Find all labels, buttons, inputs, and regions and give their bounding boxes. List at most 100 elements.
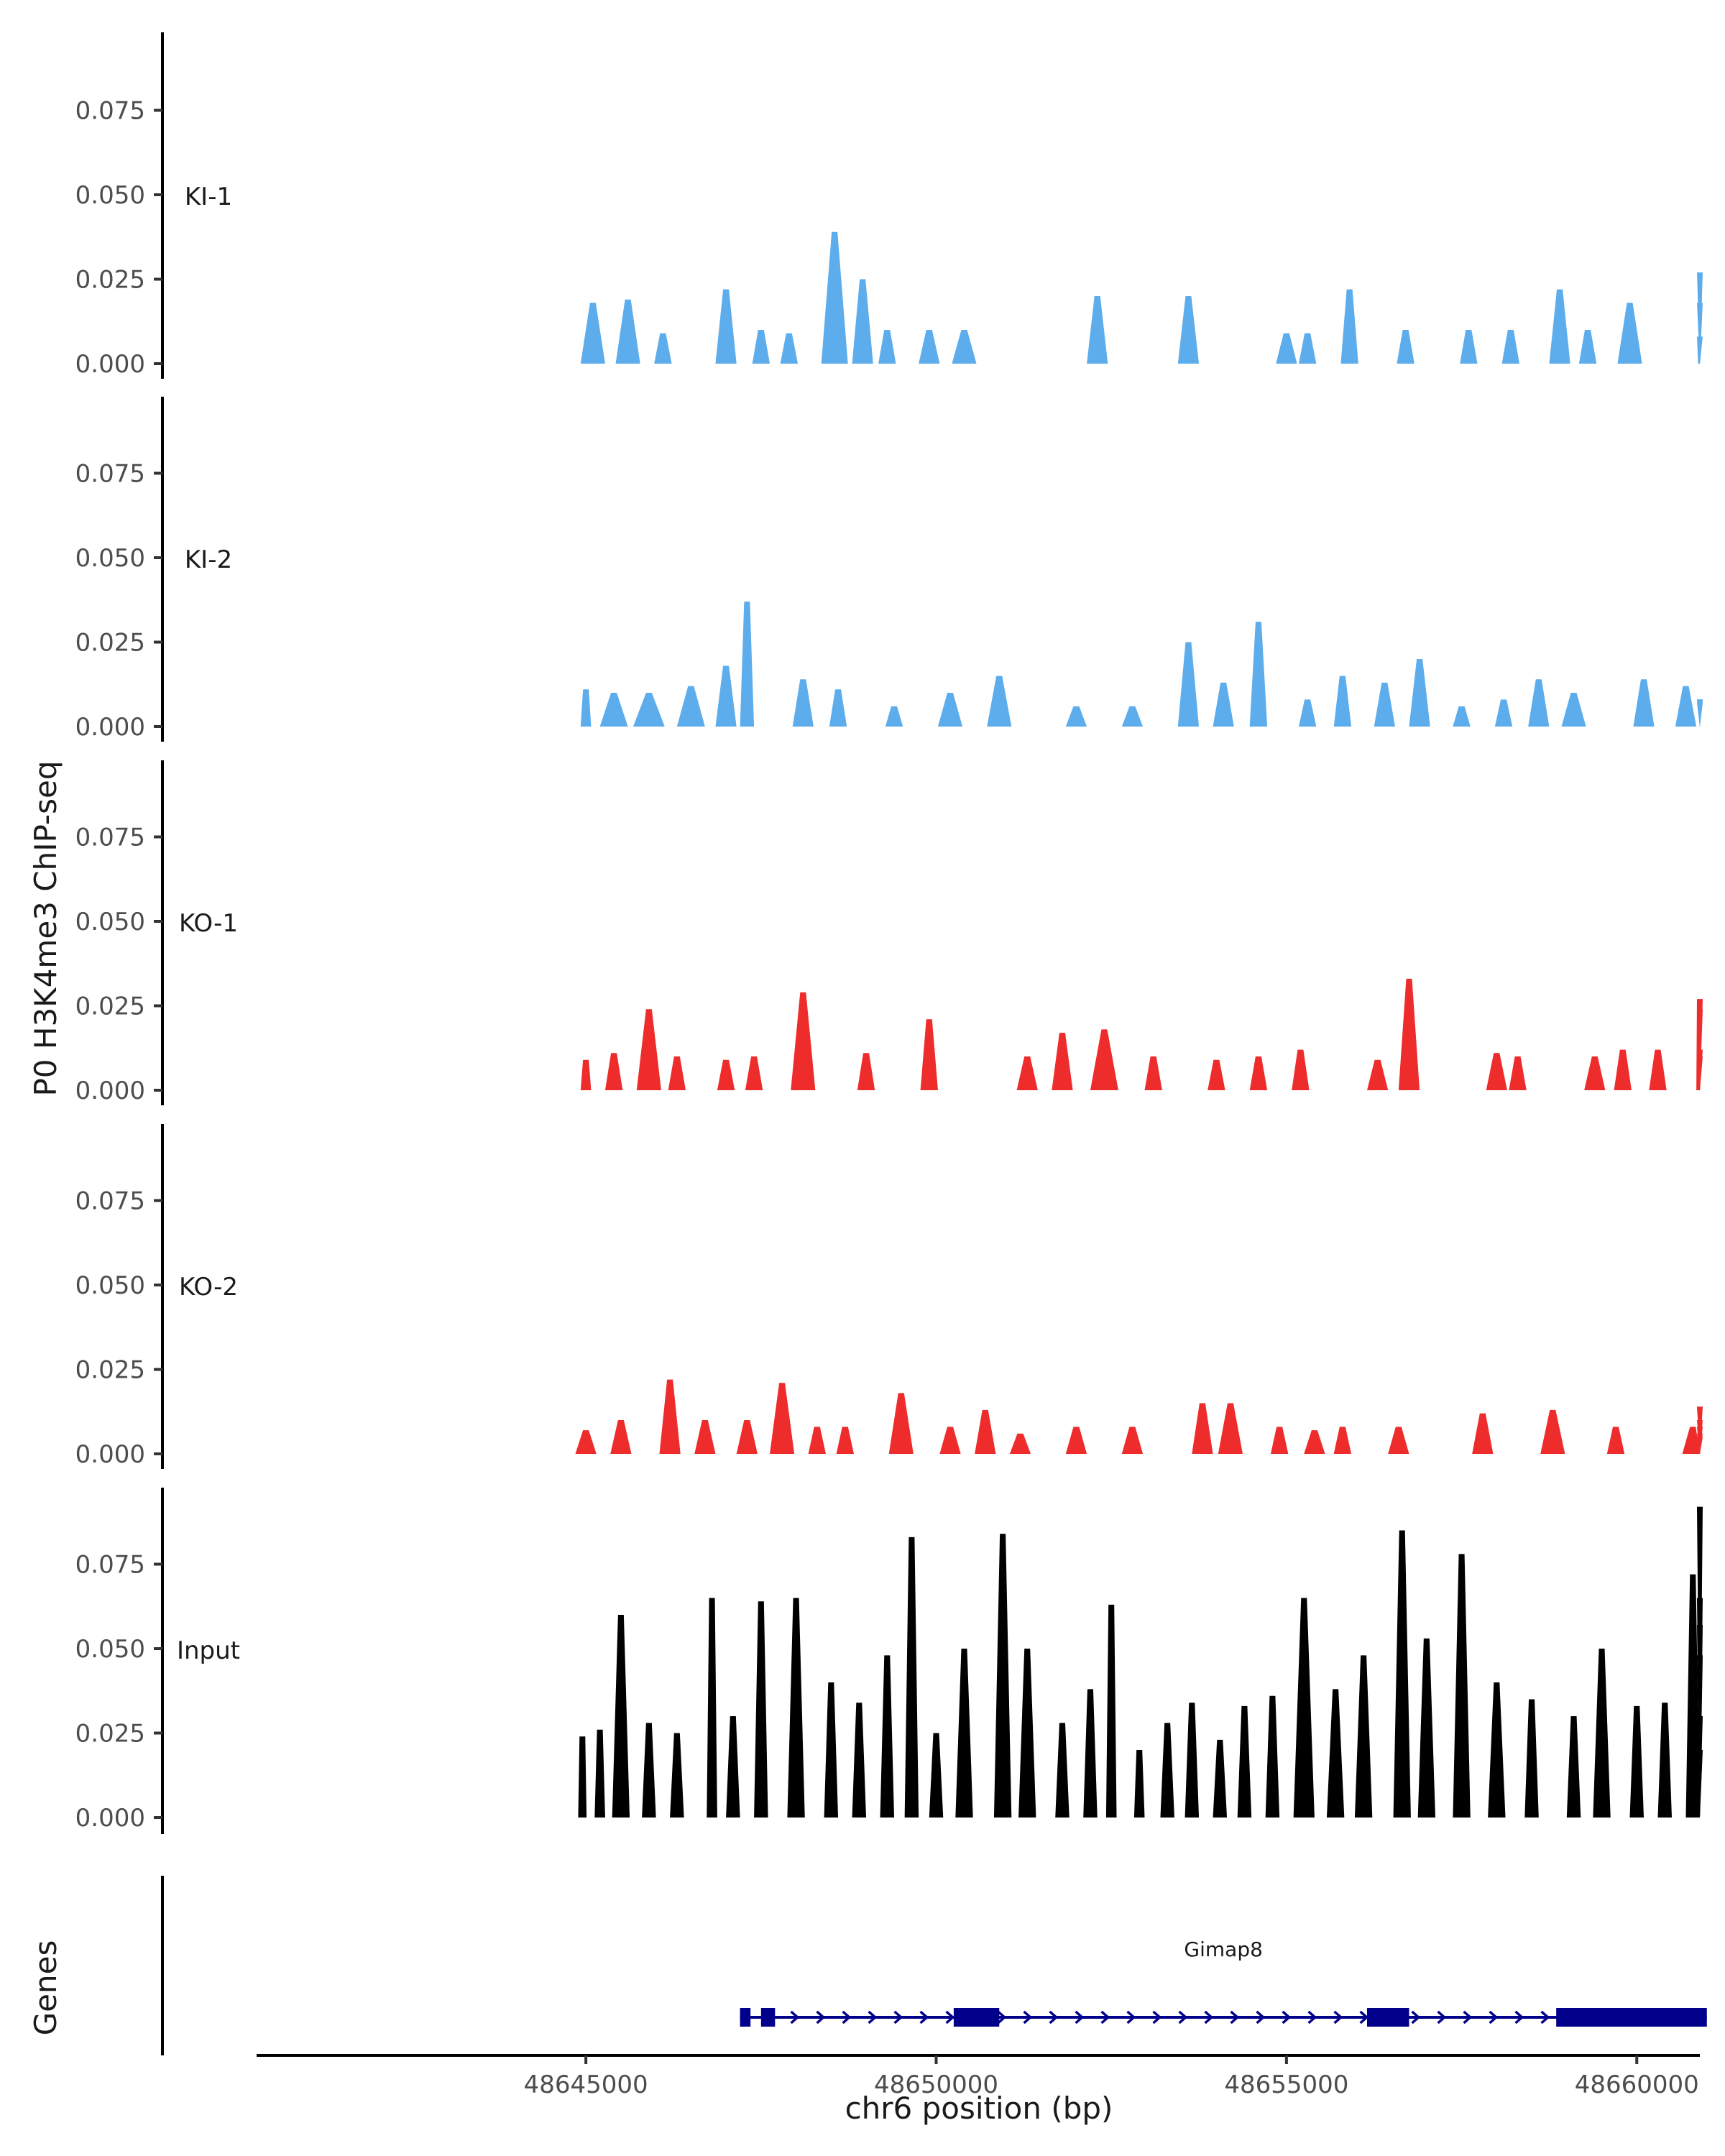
y-tick-label: 0.050 <box>75 1271 145 1300</box>
peak <box>1549 289 1570 364</box>
track-ki-1: 0.000 0.025 0.050 0.075 KI-1 <box>75 32 1703 379</box>
strand-arrow <box>816 2010 826 2024</box>
x-axis: 48645000 48650000 48655000 48660000 <box>257 2054 1700 2099</box>
peak <box>1649 1049 1667 1090</box>
strand-arrow <box>1023 2010 1033 2024</box>
peak <box>1657 1703 1673 1818</box>
y-tick-label: 0.050 <box>75 1635 145 1664</box>
peak <box>670 1733 684 1818</box>
peak <box>1540 1409 1565 1454</box>
peak <box>1087 296 1108 364</box>
peak <box>1213 1739 1228 1818</box>
peak <box>1016 1056 1038 1090</box>
peak <box>1333 1427 1352 1454</box>
peak <box>852 1703 867 1818</box>
peak <box>1177 642 1200 727</box>
peak <box>937 693 963 727</box>
peak <box>780 333 798 364</box>
peak <box>880 1655 895 1818</box>
peak <box>1453 1554 1471 1818</box>
peak <box>975 1409 996 1454</box>
peak <box>1566 1716 1581 1818</box>
tracks-layer: 0.0000.0250.0500.075KI-10.0000.0250.0500… <box>75 32 1703 1834</box>
track-ko-2: 0.000 0.025 0.050 0.075 KO-2 <box>75 1124 1703 1469</box>
peak <box>1524 1699 1539 1818</box>
y-tick-label: 0.075 <box>75 1551 145 1580</box>
peak <box>717 1059 735 1090</box>
peak <box>1340 289 1358 364</box>
peak <box>824 1682 839 1818</box>
peak <box>888 1393 914 1454</box>
peak <box>1584 1056 1606 1090</box>
peak <box>904 1537 919 1818</box>
y-tick-label: 0.050 <box>75 181 145 210</box>
y-tick-label: 0.075 <box>75 1187 145 1216</box>
peak <box>1501 330 1519 364</box>
peak <box>1509 1056 1527 1090</box>
peak <box>939 1427 961 1454</box>
x-tick-label: 48645000 <box>524 2070 648 2099</box>
peak <box>694 1420 716 1454</box>
strand-arrow <box>893 2010 903 2024</box>
strand-arrow <box>1075 2010 1085 2024</box>
peak <box>987 676 1012 727</box>
track-label: KO-1 <box>179 909 238 938</box>
y-tick-label: 0.000 <box>75 1440 145 1469</box>
peak <box>1682 1427 1700 1454</box>
peak <box>993 1534 1012 1818</box>
x-tick-label: 48660000 <box>1575 2070 1699 2099</box>
peak <box>1270 1427 1289 1454</box>
peak <box>1697 1427 1703 1454</box>
y-tick-label: 0.075 <box>75 460 145 489</box>
strand-arrow <box>1230 2010 1240 2024</box>
peak <box>740 602 755 727</box>
peak <box>929 1733 944 1818</box>
peak <box>707 1598 717 1818</box>
peak <box>1065 706 1087 727</box>
peak <box>1486 1053 1507 1090</box>
peak <box>654 333 672 364</box>
peak <box>1055 1723 1070 1818</box>
strand-arrow <box>1463 2010 1473 2024</box>
peak <box>1265 1695 1280 1818</box>
peak <box>1417 1638 1436 1818</box>
peak <box>1561 693 1586 727</box>
peak <box>1374 682 1395 727</box>
strand-arrow <box>945 2010 955 2024</box>
peak <box>1298 333 1317 364</box>
strand-arrow <box>1489 2010 1499 2024</box>
peak <box>745 1056 763 1090</box>
peak <box>1293 1598 1315 1818</box>
strand-arrow <box>790 2010 800 2024</box>
peak <box>1009 1433 1031 1454</box>
peak <box>726 1716 740 1818</box>
track-ki-2: 0.000 0.025 0.050 0.075 KI-2 <box>75 397 1703 742</box>
peak <box>636 1009 661 1090</box>
peak <box>1333 676 1352 727</box>
peak <box>1398 978 1420 1090</box>
strand-arrow <box>1437 2010 1447 2024</box>
peak <box>1697 1009 1703 1090</box>
peak <box>1409 659 1430 727</box>
peak <box>792 679 814 727</box>
peak <box>1192 1403 1213 1454</box>
x-tick-label: 48650000 <box>874 2070 998 2099</box>
gene-exon <box>1556 2008 1707 2027</box>
peak <box>599 693 628 727</box>
y-tick-label: 0.000 <box>75 1077 145 1105</box>
peak <box>952 330 977 364</box>
peak <box>1633 679 1655 727</box>
peak <box>808 1427 826 1454</box>
peak <box>1606 1427 1625 1454</box>
strand-arrow <box>1100 2010 1110 2024</box>
peak <box>787 1598 805 1818</box>
peak <box>1144 1056 1162 1090</box>
peak <box>836 1427 854 1454</box>
peak <box>955 1649 973 1818</box>
peak <box>1276 333 1297 364</box>
x-tick-label: 48655000 <box>1224 2070 1348 2099</box>
peak <box>1304 1430 1325 1454</box>
peak <box>1133 1750 1145 1818</box>
peak <box>1697 1625 1703 1818</box>
gene-exon <box>740 2008 751 2027</box>
